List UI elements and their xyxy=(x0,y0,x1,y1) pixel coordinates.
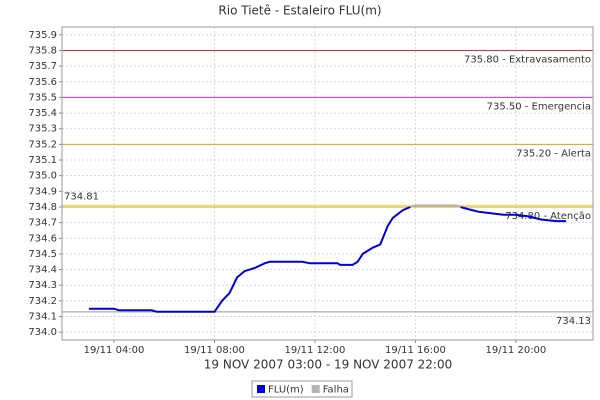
marker-label: 734.80 - Atenção xyxy=(505,211,591,222)
marker-label: 734.13 xyxy=(556,316,591,327)
y-tick-label: 735.6 xyxy=(28,77,57,88)
y-tick-label: 734.0 xyxy=(28,327,57,338)
y-tick-label: 735.9 xyxy=(28,30,57,41)
series-line xyxy=(410,204,461,208)
y-tick-label: 735.3 xyxy=(28,124,57,135)
y-tick-label: 735.4 xyxy=(28,108,57,119)
y-tick-label: 735.1 xyxy=(28,155,57,166)
y-tick-label: 734.8 xyxy=(28,202,57,213)
marker-label: 735.80 - Extravasamento xyxy=(464,54,591,65)
marker-label: 735.20 - Alerta xyxy=(516,148,591,159)
y-tick-label: 735.8 xyxy=(28,45,57,56)
x-tick-label: 19/11 20:00 xyxy=(485,345,546,356)
x-tick-label: 19/11 08:00 xyxy=(184,345,245,356)
y-tick-label: 734.3 xyxy=(28,280,57,291)
y-tick-label: 734.9 xyxy=(28,186,57,197)
y-tick-label: 734.2 xyxy=(28,296,57,307)
x-tick-label: 19/11 12:00 xyxy=(285,345,346,356)
y-tick-label: 735.2 xyxy=(28,139,57,150)
marker-label: 735.50 - Emergencia xyxy=(487,101,591,112)
x-axis-label: 19 NOV 2007 03:00 - 19 NOV 2007 22:00 xyxy=(204,358,452,372)
series-line xyxy=(88,206,567,313)
legend-swatch xyxy=(257,385,265,393)
legend-box xyxy=(251,380,353,398)
y-tick-label: 734.1 xyxy=(28,312,57,323)
marker-label: 734.81 xyxy=(64,191,99,202)
y-tick-label: 735.5 xyxy=(28,92,57,103)
y-tick-label: 735.7 xyxy=(28,61,57,72)
y-tick-label: 734.4 xyxy=(28,265,57,276)
chart-title: Rio Tietê - Estaleiro FLU(m) xyxy=(218,4,381,18)
plot-border xyxy=(61,26,594,341)
x-tick-label: 19/11 04:00 xyxy=(84,345,145,356)
legend-swatch xyxy=(311,385,320,393)
legend-label: Falha xyxy=(323,385,349,396)
y-tick-label: 734.5 xyxy=(28,249,57,260)
x-tick-label: 19/11 16:00 xyxy=(385,345,446,356)
legend-label: FLU(m) xyxy=(268,385,304,396)
y-tick-label: 735.0 xyxy=(28,171,57,182)
y-tick-label: 734.7 xyxy=(28,218,57,229)
plot-area xyxy=(62,27,593,340)
y-tick-label: 734.6 xyxy=(28,233,57,244)
